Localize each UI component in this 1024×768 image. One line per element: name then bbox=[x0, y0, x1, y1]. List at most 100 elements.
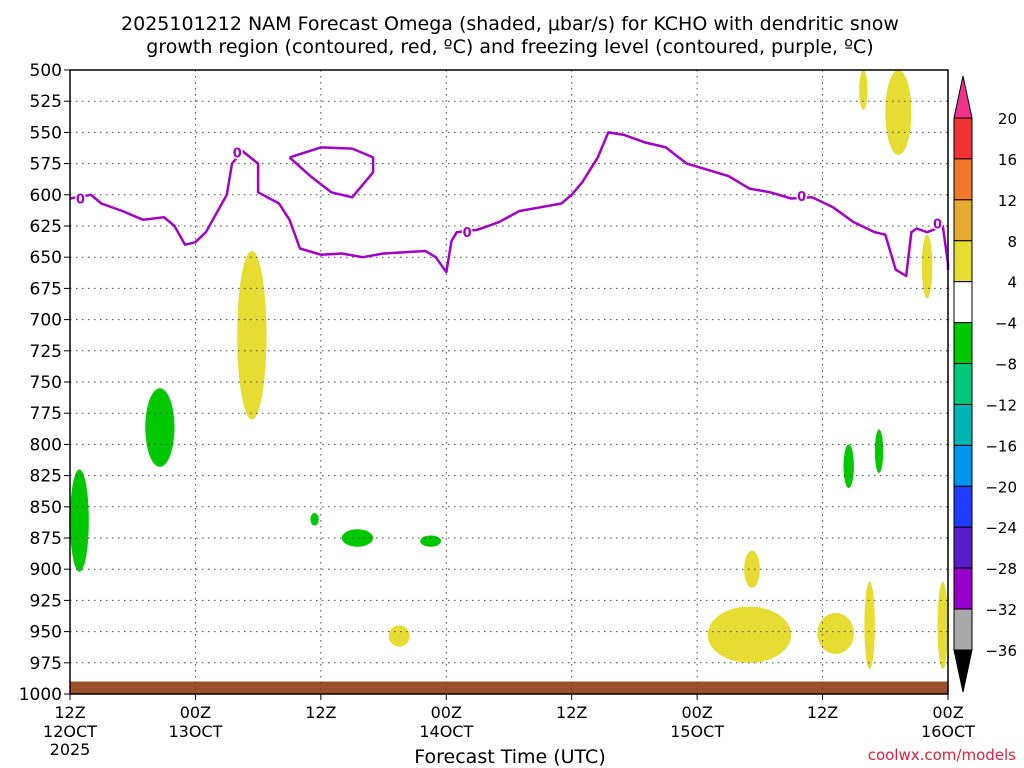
colorbar-label-3: 8 bbox=[1007, 233, 1017, 251]
colorbar-label-13: −36 bbox=[985, 642, 1017, 660]
omega-region-positive-15 bbox=[921, 234, 933, 299]
colorbar-segment-10 bbox=[953, 485, 973, 528]
terrain-band bbox=[70, 681, 948, 694]
freezing-level-label-0: 0 bbox=[76, 193, 85, 208]
omega-region-positive-6 bbox=[388, 625, 410, 647]
y-tick-label-975: 975 bbox=[30, 654, 62, 674]
colorbar-label-0: 20 bbox=[998, 110, 1017, 128]
colorbar-segment-13 bbox=[953, 608, 973, 651]
omega-region-negative-7 bbox=[874, 429, 884, 474]
freezing-level-contours: 0 0 0 0 0 bbox=[69, 131, 950, 278]
omega-region-negative-5 bbox=[420, 535, 442, 547]
y-tick-label-850: 850 bbox=[30, 498, 62, 518]
freezing-level-line bbox=[69, 131, 950, 278]
colorbar-segment-3 bbox=[953, 199, 973, 242]
x-tick-date-0: 12OCT bbox=[43, 722, 97, 741]
colorbar-segment-1 bbox=[953, 117, 973, 160]
omega-region-positive-13 bbox=[885, 70, 912, 155]
colorbar-segment-9 bbox=[953, 444, 973, 487]
chart-title-line1: 2025101212 NAM Forecast Omega (shaded, μ… bbox=[121, 13, 899, 35]
x-tick-label-12: 00Z bbox=[180, 703, 211, 722]
omega-region-positive-14 bbox=[859, 70, 868, 110]
y-tick-label-550: 550 bbox=[30, 123, 62, 143]
terrain-layer bbox=[70, 681, 948, 694]
freezing-level-label-3: 0 bbox=[797, 190, 806, 205]
y-tick-label-675: 675 bbox=[30, 279, 62, 299]
y-tick-label-525: 525 bbox=[30, 92, 62, 112]
x-axis-label: Forecast Time (UTC) bbox=[414, 746, 605, 768]
colorbar-label-2: 12 bbox=[998, 192, 1017, 210]
credit-text: coolwx.com/models bbox=[868, 746, 1016, 764]
omega-shading-layer bbox=[70, 70, 948, 670]
freezing-level-label-1: 0 bbox=[233, 146, 242, 161]
y-tick-label-575: 575 bbox=[30, 155, 62, 175]
omega-region-negative-1 bbox=[145, 388, 175, 467]
y-tick-label-825: 825 bbox=[30, 467, 62, 487]
omega-region-positive-12 bbox=[864, 581, 875, 670]
colorbar-label-7: −12 bbox=[985, 396, 1017, 414]
colorbar-label-11: −28 bbox=[985, 560, 1017, 578]
omega-region-positive-9 bbox=[744, 550, 760, 588]
x-tick-date-36: 14OCT bbox=[419, 722, 473, 741]
y-tick-label-725: 725 bbox=[30, 342, 62, 362]
y-tick-label-900: 900 bbox=[30, 560, 62, 580]
colorbar-segment-5 bbox=[953, 281, 973, 324]
pressure-axis: 500 525 550 575 600 625 650 675 700 725 750 775 800 8… bbox=[19, 61, 70, 705]
colorbar-label-5: −4 bbox=[995, 315, 1017, 333]
colorbar-legend: 20 16 12 8 4 −4 −8 −12 −16 −20 −24 −28 −32 −36 bbox=[953, 75, 1017, 693]
x-tick-date-60: 15OCT bbox=[670, 722, 724, 741]
freezing-level-loop bbox=[288, 146, 375, 199]
x-tick-date-12: 13OCT bbox=[168, 722, 222, 741]
colorbar-segment-11 bbox=[953, 526, 973, 569]
x-tick-label-24: 12Z bbox=[305, 703, 336, 722]
colorbar-label-12: −32 bbox=[985, 601, 1017, 619]
colorbar-segment-4 bbox=[953, 240, 973, 283]
plot-area: 0 0 0 0 0 bbox=[69, 69, 950, 695]
y-tick-label-800: 800 bbox=[30, 435, 62, 455]
y-tick-label-925: 925 bbox=[30, 591, 62, 611]
x-tick-label-48: 12Z bbox=[556, 703, 587, 722]
x-tick-label-60: 00Z bbox=[681, 703, 712, 722]
y-tick-label-750: 750 bbox=[30, 373, 62, 393]
omega-region-positive-11 bbox=[817, 612, 854, 655]
x-tick-date-84: 16OCT bbox=[921, 722, 975, 741]
y-tick-label-1000: 1000 bbox=[19, 685, 62, 705]
freezing-level-label-4: 0 bbox=[933, 218, 942, 233]
colorbar-bottom-arrow bbox=[953, 649, 973, 693]
colorbar-segment-8 bbox=[953, 403, 973, 446]
omega-region-positive-0 bbox=[237, 250, 267, 420]
x-tick-year-0: 2025 bbox=[50, 740, 91, 759]
colorbar-segment-12 bbox=[953, 567, 973, 610]
y-tick-label-775: 775 bbox=[30, 404, 62, 424]
omega-region-positive-16 bbox=[937, 581, 948, 670]
colorbar-label-1: 16 bbox=[998, 151, 1017, 169]
colorbar-segment-6 bbox=[953, 322, 973, 365]
chart-title-line2: growth region (contoured, red, ºC) and f… bbox=[146, 36, 873, 58]
omega-region-negative-3 bbox=[310, 513, 319, 526]
colorbar-top-arrow bbox=[953, 75, 973, 119]
omega-region-negative-2 bbox=[70, 469, 89, 572]
y-tick-label-600: 600 bbox=[30, 186, 62, 206]
y-tick-label-625: 625 bbox=[30, 217, 62, 237]
omega-region-negative-8 bbox=[843, 444, 854, 489]
y-tick-label-700: 700 bbox=[30, 311, 62, 331]
colorbar-label-10: −24 bbox=[985, 519, 1017, 537]
y-tick-label-875: 875 bbox=[30, 529, 62, 549]
y-tick-label-650: 650 bbox=[30, 248, 62, 268]
colorbar-label-4: 4 bbox=[1007, 274, 1017, 292]
colorbar-label-6: −8 bbox=[995, 356, 1017, 374]
grid-lines bbox=[70, 70, 948, 694]
x-tick-label-72: 12Z bbox=[807, 703, 838, 722]
x-tick-label-0: 12Z bbox=[54, 703, 85, 722]
y-tick-label-500: 500 bbox=[30, 61, 62, 81]
omega-region-positive-10 bbox=[707, 606, 792, 663]
x-tick-label-36: 00Z bbox=[431, 703, 462, 722]
colorbar-label-8: −16 bbox=[985, 437, 1017, 455]
omega-region-negative-4 bbox=[341, 529, 374, 547]
colorbar-segment-7 bbox=[953, 363, 973, 405]
freezing-level-label-2: 0 bbox=[463, 226, 472, 241]
colorbar-label-9: −20 bbox=[985, 478, 1017, 496]
colorbar-segment-2 bbox=[953, 158, 973, 201]
